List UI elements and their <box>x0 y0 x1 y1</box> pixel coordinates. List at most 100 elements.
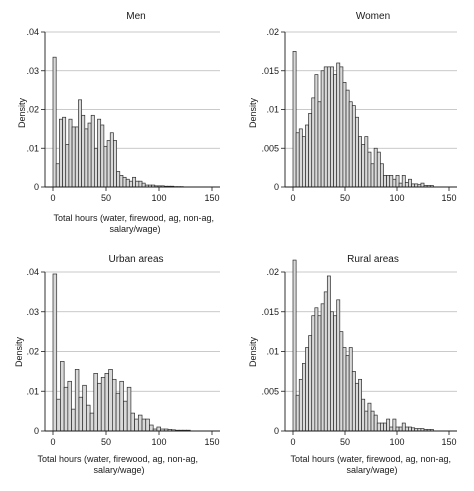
histogram-bar <box>292 259 297 432</box>
y-tick-label: .03 <box>26 66 39 76</box>
histogram-bar <box>67 380 72 432</box>
histogram-bar <box>71 408 76 432</box>
histogram-bar <box>355 382 359 432</box>
histogram-bar <box>295 394 300 432</box>
histogram-bar <box>302 136 306 188</box>
histogram-bar <box>404 182 409 188</box>
histogram-bar <box>62 116 67 188</box>
histogram-bar <box>392 178 397 188</box>
plot-area-rural-areas: 0 .005 .01 .015 .02 0 50 100 150 <box>261 259 457 447</box>
histogram-bar <box>348 347 353 432</box>
plot-area-women: 0 .005 .01 .015 .02 0 50 100 150 <box>261 27 457 203</box>
y-tick-label: .01 <box>266 105 279 115</box>
histogram-bar <box>364 410 369 432</box>
panel-title: Rural areas <box>347 254 399 265</box>
y-tick-label: .02 <box>266 267 279 277</box>
histogram-bar <box>330 66 334 188</box>
y-tick-label: .02 <box>26 105 39 115</box>
histogram-bar <box>74 369 80 432</box>
histogram-bar <box>411 427 416 432</box>
histogram-bar <box>348 101 353 188</box>
histogram-bar <box>63 386 69 432</box>
histogram-bar <box>308 335 313 432</box>
histogram-bar <box>123 400 128 432</box>
histogram-bar <box>389 175 394 188</box>
histogram-bar <box>138 180 143 188</box>
y-tick-label: 0 <box>34 182 39 192</box>
histogram-bar <box>116 171 121 188</box>
histogram-bar <box>90 114 95 188</box>
histogram-bar <box>119 380 124 432</box>
y-tick-label: .04 <box>26 267 39 277</box>
histogram-bar <box>333 74 338 188</box>
histogram-bar <box>97 118 102 188</box>
x-axis-label-line-1: Total hours (water, firewood, ag, non-ag… <box>53 213 214 223</box>
histogram-bar <box>84 128 89 188</box>
histogram-bar <box>339 66 344 188</box>
histogram-bar <box>380 163 384 188</box>
histogram-bar <box>109 132 114 188</box>
histogram-bar <box>395 426 400 432</box>
histogram-bar <box>115 392 121 432</box>
histogram-bar <box>104 373 110 432</box>
histogram-bar <box>333 315 338 432</box>
histogram-bar <box>320 70 325 188</box>
x-tick-label: 0 <box>50 193 55 203</box>
panel-title: Urban areas <box>108 254 163 265</box>
histogram-bar <box>74 126 79 188</box>
histogram-bar <box>52 273 58 432</box>
histogram-bar <box>141 182 146 188</box>
x-tick-label: 150 <box>441 193 456 203</box>
histogram-bar <box>59 118 63 188</box>
histogram-bar <box>134 418 139 432</box>
histogram-bar <box>311 97 316 188</box>
histogram-bar <box>71 126 76 188</box>
x-axis-label-line-1: Total hours (water, firewood, ag, non-ag… <box>290 454 451 464</box>
histogram-bar <box>156 426 161 432</box>
histogram-bar <box>389 426 394 432</box>
histogram-bar <box>351 105 356 188</box>
histogram-bar <box>308 113 313 188</box>
histogram-bar <box>380 422 384 432</box>
x-tick-label: 100 <box>151 193 166 203</box>
x-tick-label: 50 <box>340 437 350 447</box>
histogram-bar <box>408 426 412 432</box>
histogram-bar <box>317 101 322 188</box>
histogram-bar <box>100 124 105 188</box>
histogram-bar <box>320 303 325 432</box>
histogram-bar <box>411 183 416 188</box>
histogram-bar <box>355 116 359 188</box>
histogram-bar <box>361 398 366 432</box>
histogram-bar <box>126 386 132 432</box>
histogram-bar <box>106 140 111 188</box>
histogram-bar <box>364 136 369 188</box>
histogram-bar <box>376 422 381 432</box>
histogram-bar <box>311 315 316 432</box>
histogram-bar <box>314 74 319 188</box>
y-axis-label: Density <box>17 97 27 128</box>
x-tick-label: 50 <box>101 437 111 447</box>
histogram-bar <box>125 178 130 188</box>
y-tick-label: .01 <box>266 347 279 357</box>
histogram-bar <box>86 404 91 432</box>
histogram-bar <box>122 176 127 188</box>
y-tick-label: .015 <box>261 307 279 317</box>
histogram-bar <box>65 144 70 188</box>
x-tick-label: 50 <box>101 193 111 203</box>
histogram-bar <box>370 410 375 432</box>
histogram-bar <box>339 331 344 432</box>
plot-area-men: 0 .01 .02 .03 .04 0 50 100 150 <box>26 27 220 203</box>
histogram-bar <box>145 418 150 432</box>
histogram-bar <box>52 56 57 188</box>
x-tick-label: 150 <box>204 437 219 447</box>
x-tick-label: 0 <box>290 193 295 203</box>
histogram-bar <box>295 132 300 188</box>
histogram-bar <box>302 363 306 432</box>
histogram-bar <box>386 418 391 432</box>
histogram-bar <box>60 361 65 432</box>
x-axis-label: Total hours (water, firewood, ag, non-ag… <box>53 213 216 234</box>
panel-women: Women Density 0 .005 .01 .015 .02 0 50 100 150 <box>248 11 457 203</box>
x-tick-label: 100 <box>389 193 404 203</box>
y-tick-label: .005 <box>261 386 279 396</box>
